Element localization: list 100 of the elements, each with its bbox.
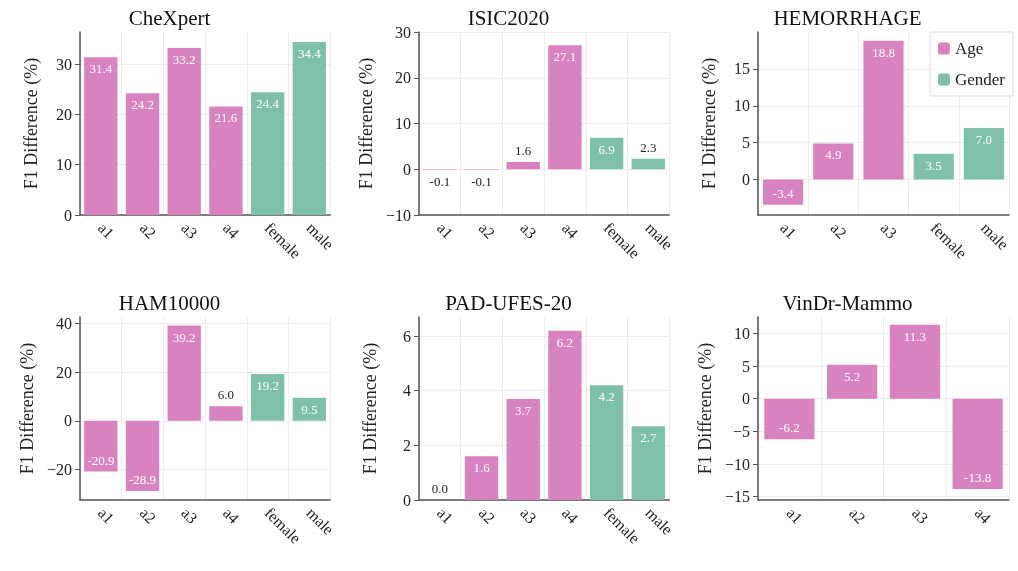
y-tick-label: 4 [403,382,411,400]
legend-label: Age [954,39,984,58]
legend-label: Gender [954,70,1006,89]
y-tick-label: 2 [403,436,411,454]
y-tick-label: 5 [742,357,750,375]
y-axis-title: F1 Difference (%) [17,342,39,475]
x-tick-label: male [303,503,338,538]
y-tick-label: 10 [395,115,411,132]
x-tick-label: a1 [94,218,118,242]
y-tick-label: 0 [742,390,750,408]
bar [589,137,624,170]
x-tick-label: a2 [136,503,160,527]
x-tick-label: a4 [558,218,582,242]
bar [952,398,1003,489]
chart-title: CheXpert [128,5,211,30]
x-tick-label: a2 [136,218,160,242]
bar [292,42,326,215]
bar [250,92,285,215]
x-tick-label: a3 [178,218,201,242]
x-tick-label: a3 [178,503,201,527]
y-tick-label: 0 [64,206,72,224]
data-label: -0.1 [429,173,451,189]
y-tick-label: 0 [403,491,411,509]
y-tick-label: 10 [734,324,750,342]
bar [167,48,201,215]
data-label: 2.3 [640,139,657,155]
x-tick-label: a4 [219,218,243,242]
data-label: 6.9 [598,141,615,157]
x-tick-label: a1 [433,503,457,527]
y-tick-label: −5 [732,422,750,440]
y-tick-label: −10 [385,206,411,224]
y-axis-title: F1 Difference (%) [699,57,720,190]
x-tick-label: a1 [777,218,800,242]
bar [813,143,854,180]
bar [764,398,815,440]
data-label: 39.2 [172,329,196,345]
y-tick-label: 20 [56,105,72,123]
data-label: 33.2 [172,52,196,68]
y-tick-label: −20 [46,460,72,478]
x-tick-label: a3 [877,218,901,242]
bar [125,420,160,492]
data-label: 18.8 [872,44,895,60]
data-label: 34.4 [297,46,322,62]
y-tick-label: 5 [742,134,750,152]
y-tick-label: 30 [395,23,411,41]
y-tick-label: −15 [724,488,750,506]
x-tick-label: a3 [517,503,540,527]
bar [209,406,243,421]
bar [589,385,624,500]
x-tick-label: a2 [827,218,850,242]
y-tick-label: 20 [395,69,411,87]
data-label: -0.1 [471,173,492,189]
chart-title: PAD-UFES-20 [445,290,572,315]
bar [464,456,499,500]
x-tick-label: a3 [908,503,932,527]
x-tick-label: a4 [219,503,243,527]
data-label: 0.0 [431,481,448,496]
bar [963,127,1004,180]
data-label: 1.6 [515,142,532,158]
bar [167,325,201,421]
data-label: -3.4 [772,185,794,201]
x-tick-label: a1 [783,503,807,527]
bar [125,93,160,215]
y-tick-label: 15 [734,60,750,78]
data-label: 4.9 [825,147,842,163]
y-tick-label: 10 [56,156,72,174]
data-label: -13.8 [964,469,992,485]
x-tick-label: a2 [475,503,499,527]
y-tick-label: 10 [734,97,750,115]
data-label: 2.7 [640,430,657,446]
bar [506,161,540,170]
data-label: 27.1 [553,49,577,65]
bar [913,153,954,180]
data-label: 9.5 [301,401,318,417]
chart-title: HEMORRHAGE [773,5,922,30]
y-tick-label: 20 [56,363,72,381]
bar [506,398,540,500]
x-tick-label: male [303,218,338,253]
data-label: 6.0 [217,387,235,403]
y-axis-title: F1 Difference (%) [695,342,717,475]
bar [631,426,665,500]
chart-title: VinDr-Mammo [782,290,913,315]
data-label: 7.0 [975,131,993,147]
x-tick-label: a2 [475,218,499,242]
data-label: 5.2 [844,368,861,384]
bar [631,158,665,170]
data-label: 24.2 [131,97,154,113]
x-tick-label: a1 [94,503,118,527]
y-tick-label: −10 [724,455,750,473]
bar [84,57,118,215]
data-label: -20.9 [87,452,115,468]
bar [548,330,582,500]
bar [84,420,118,472]
x-tick-label: a4 [558,503,582,527]
data-label: -28.9 [128,472,157,488]
y-tick-label: 30 [56,55,72,73]
y-axis-title: F1 Difference (%) [360,342,381,475]
bar [209,106,243,215]
data-label: 11.3 [903,328,927,344]
y-axis-title: F1 Difference (%) [21,57,42,190]
